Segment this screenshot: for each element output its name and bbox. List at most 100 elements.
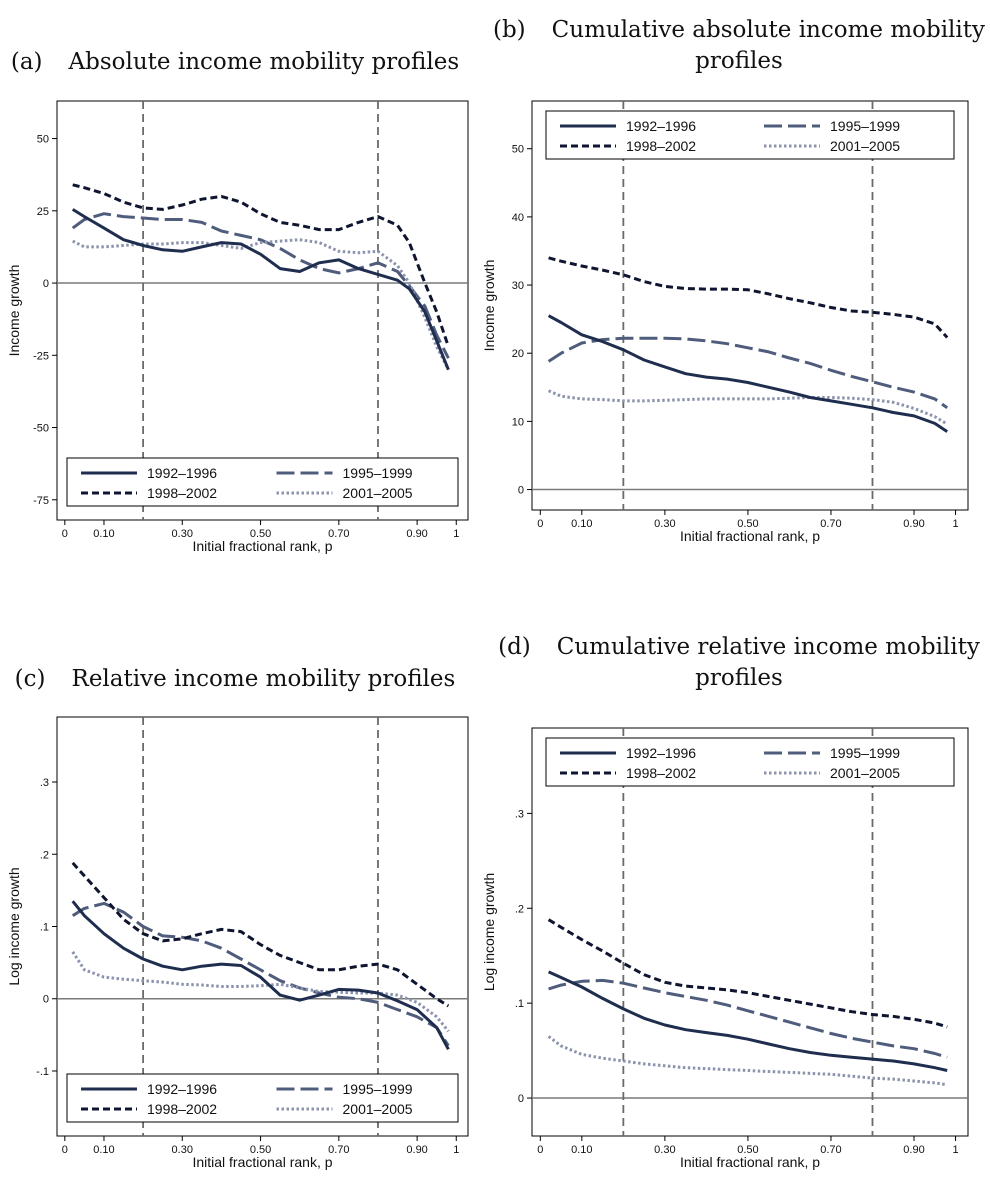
panel-b-xtick-label: 0.50	[737, 518, 758, 530]
panel-c-legend: 1992–1996 1995–1999 1998–2002 2001–2005	[66, 1073, 459, 1123]
panel-a-y-axis-label: Income growth	[6, 265, 22, 357]
panel-d-ytick-label: .2	[515, 903, 524, 915]
panel-c-y-axis-label: Log income growth	[6, 867, 22, 985]
panel-a-ytick-label: -75	[33, 495, 49, 507]
panel-b-xtick-label: 0	[537, 518, 543, 530]
panel-c-ytick-label: -.1	[36, 1066, 49, 1078]
panel-b-title: Cumulative absolute income mobility prof…	[551, 17, 986, 74]
panel-d-xtick-label: 0	[537, 1144, 543, 1156]
panel-c-x-axis-label: Initial fractional rank, p	[192, 1154, 332, 1170]
panel-b-frame	[531, 100, 969, 511]
panel-d-legend-box	[545, 737, 955, 787]
panel-c-xtick-label: 0.30	[172, 1144, 193, 1156]
panel-c-xtick-label: 1	[453, 1144, 459, 1156]
panel-d-xtick-label: 0.90	[903, 1144, 924, 1156]
panel-d-legend: 1992–1996 1995–1999 1998–2002 2001–2005	[545, 737, 955, 787]
panel-d-caption: (d) Cumulative relative income mobility p…	[490, 632, 988, 694]
panel-b-legend: 1992–1996 1995–1999 1998–2002 2001–2005	[545, 110, 955, 160]
panel-b-xtick-label: 1	[952, 518, 958, 530]
panel-b-series-1998-2002	[548, 256, 949, 339]
panel-b-plot: 50 40 30 20 10 0 0 0.10 0.30 0.50 0.70 0.90 1 Initial…	[481, 100, 969, 544]
panel-b-y-axis-label: Income growth	[481, 260, 497, 352]
panel-b-legend-label: 1995–1999	[830, 118, 900, 134]
panel-d-series-group	[547, 918, 948, 1087]
panel-a-xtick-label: 0.90	[406, 528, 427, 540]
panel-d-xtick-label: 1	[952, 1144, 958, 1156]
panel-b-legend-label: 1992–1996	[626, 118, 696, 134]
panel-b-xtick-label: 0.90	[903, 518, 924, 530]
panel-b-x-axis-label: Initial fractional rank, p	[680, 528, 820, 544]
panel-a-xtick-label: 0.50	[250, 528, 271, 540]
panel-a-ytick-label: -50	[33, 423, 49, 435]
panel-a-caption: (a) Absolute income mobility profiles	[0, 47, 470, 78]
panel-c-xtick-label: 0.70	[328, 1144, 349, 1156]
panel-a-series-group	[71, 183, 450, 371]
panel-a-tag: (a)	[10, 49, 43, 75]
panel-d-series-1998-2002	[547, 918, 948, 1029]
panel-a-ytick-label: 25	[37, 206, 49, 218]
panel-a-xtick-label: 0.30	[172, 528, 193, 540]
panel-d-ytick-label: 0	[518, 1093, 524, 1105]
panel-c-legend-box	[66, 1073, 459, 1123]
panel-d-frame	[531, 727, 969, 1137]
panel-b-ytick-label: 20	[512, 348, 524, 360]
panel-d-x-axis-label: Initial fractional rank, p	[680, 1154, 820, 1170]
panel-a-ytick-label: 50	[37, 134, 49, 146]
panel-a-legend-label: 1998–2002	[147, 485, 217, 501]
panel-d-series-1992-1996	[547, 970, 948, 1072]
panel-c-ytick-label: .1	[40, 922, 49, 934]
panel-d-xtick-label: 0.50	[737, 1144, 758, 1156]
panel-b-legend-label: 1998–2002	[626, 138, 696, 154]
panel-a-legend: 1992–1996 1995–1999 1998–2002 2001–2005	[66, 457, 459, 507]
panel-a-xtick-label: 1	[453, 528, 459, 540]
panel-b-series-2001-2005	[547, 389, 948, 426]
panel-a-xtick-label: 0	[62, 528, 68, 540]
panel-d-legend-label: 1992–1996	[626, 745, 696, 761]
panel-b-series-1995-1999	[547, 336, 949, 410]
panel-c-legend-label: 2001–2005	[343, 1101, 413, 1117]
panel-c-ytick-label: 0	[43, 994, 49, 1006]
panel-a-series-1992-1996	[71, 208, 450, 371]
panel-a-ytick-label: -25	[33, 350, 49, 362]
panel-b-ytick-label: 0	[518, 485, 524, 497]
panel-c-plot: .3 .2 .1 0 -.1 0 0.10 0.30 0.50 0.70 0.90 1 Initial …	[6, 716, 469, 1170]
panel-a-xtick-label: 0.70	[328, 528, 349, 540]
panel-d-tag: (d)	[498, 634, 531, 660]
panel-c-xtick-label: 0.90	[406, 1144, 427, 1156]
panel-d-plot: .3 .2 .1 0 0 0.10 0.30 0.50 0.70 0.90 1 Initial fra…	[481, 727, 969, 1170]
panel-b-ytick-label: 30	[512, 280, 524, 292]
panel-a-series-2001-2005	[72, 238, 450, 371]
panel-c-caption: (c) Relative income mobility profiles	[0, 664, 470, 695]
panel-b-ytick-label: 10	[512, 416, 524, 428]
panel-b-ytick-label: 50	[512, 144, 524, 156]
panel-d-legend-label: 1998–2002	[626, 765, 696, 781]
panel-b-series-group	[547, 256, 949, 433]
panel-b-xtick-label: 0.30	[654, 518, 675, 530]
panel-c-xtick-label: 0	[62, 1144, 68, 1156]
panel-d-ytick-label: .3	[515, 808, 524, 820]
panel-c-series-2001-2005	[71, 950, 450, 1033]
panel-d-title: Cumulative relative income mobility prof…	[556, 634, 980, 691]
panel-d-legend-label: 2001–2005	[830, 765, 900, 781]
panel-a-x-axis-label: Initial fractional rank, p	[192, 538, 332, 554]
panel-d-xtick-label: 0.10	[571, 1144, 592, 1156]
panel-c-tag: (c)	[14, 666, 46, 692]
panel-c-legend-label: 1998–2002	[147, 1101, 217, 1117]
panel-c-series-group	[71, 861, 450, 1051]
panel-c-legend-label: 1995–1999	[343, 1081, 413, 1097]
panel-b-caption: (b) Cumulative absolute income mobility p…	[490, 15, 988, 77]
panel-a-title: Absolute income mobility profiles	[68, 49, 460, 75]
panel-b-xtick-label: 0.10	[571, 518, 592, 530]
panel-a-xtick-label: 0.10	[93, 528, 114, 540]
panel-a-legend-box	[66, 457, 459, 507]
panel-c-ytick-label: .2	[40, 849, 49, 861]
panel-d-xtick-label: 0.70	[820, 1144, 841, 1156]
panel-c-frame	[56, 716, 469, 1137]
panel-c-series-1992-1996	[71, 900, 450, 1051]
panel-a-legend-label: 1995–1999	[343, 465, 413, 481]
panel-b-legend-label: 2001–2005	[830, 138, 900, 154]
panel-d-ytick-label: .1	[515, 998, 524, 1010]
panel-c-xtick-label: 0.10	[93, 1144, 114, 1156]
panel-d-legend-label: 1995–1999	[830, 745, 900, 761]
panel-b-legend-box	[545, 110, 955, 160]
